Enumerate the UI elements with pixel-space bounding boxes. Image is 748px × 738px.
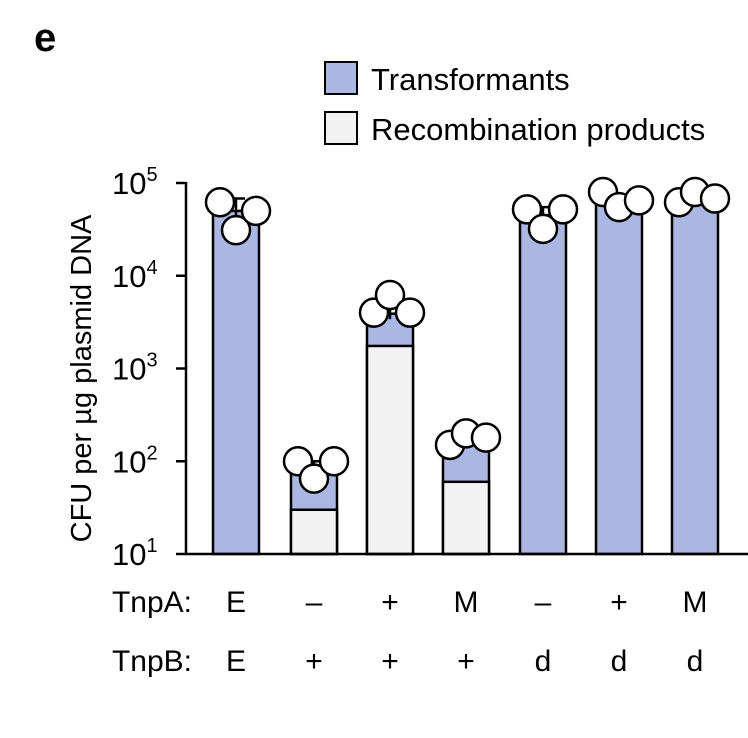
tnpb-value: d xyxy=(687,645,704,678)
data-point xyxy=(318,446,350,477)
data-point xyxy=(240,195,272,227)
y-tick-label: 101 xyxy=(112,535,158,572)
data-point xyxy=(527,213,559,245)
y-tick-label: 102 xyxy=(112,442,158,479)
legend-label: Transformants xyxy=(371,62,570,97)
bars xyxy=(211,199,720,556)
tnpa-value: M xyxy=(683,586,708,619)
panel-letter: e xyxy=(34,16,57,60)
data-point xyxy=(374,279,406,311)
row-label-tnpa: TnpA: xyxy=(112,586,192,619)
tnpa-value: E xyxy=(226,586,246,619)
tnpa-value: – xyxy=(306,586,323,619)
data-point xyxy=(394,297,426,328)
bar-recombination-products xyxy=(365,344,415,556)
bar-transformants xyxy=(211,209,261,556)
data-point xyxy=(623,185,655,216)
tnpb-value: E xyxy=(226,645,246,678)
legend-swatch xyxy=(324,61,358,95)
data-point xyxy=(220,214,252,246)
bar-transformants xyxy=(670,199,720,556)
data-point xyxy=(204,187,236,218)
y-tick-label: 104 xyxy=(112,257,158,294)
data-point xyxy=(470,422,502,453)
data-point xyxy=(699,183,731,214)
bar-transformants xyxy=(518,213,568,556)
tnpa-value: + xyxy=(610,586,628,619)
y-tick-label: 105 xyxy=(112,164,158,201)
y-tick-label: 103 xyxy=(112,350,158,387)
data-points xyxy=(204,176,731,494)
y-axis-label: CFU per µg plasmid DNA xyxy=(66,214,98,542)
bar-recombination-products xyxy=(441,480,491,556)
legend-label: Recombination products xyxy=(371,112,705,147)
data-point xyxy=(298,463,330,494)
data-point xyxy=(511,194,543,225)
tnpb-value: + xyxy=(381,645,399,678)
axes: 101 102 103 104 105 CFU per µg plasmid DNA xyxy=(66,164,748,572)
tnpb-value: d xyxy=(611,645,628,678)
tnpb-value: + xyxy=(457,645,475,678)
tnpa-value: M xyxy=(454,586,479,619)
bar-recombination-products xyxy=(289,508,339,556)
data-point xyxy=(547,194,579,225)
tnpa-value: – xyxy=(535,586,552,619)
bar-transformants xyxy=(594,202,644,556)
legend: Transformants Recombination products xyxy=(324,61,705,147)
legend-swatch xyxy=(324,111,358,145)
row-label-tnpb: TnpB: xyxy=(112,645,192,678)
tnpb-value: d xyxy=(535,645,552,678)
tnpa-value: + xyxy=(381,586,399,619)
tnpb-value: + xyxy=(305,645,323,678)
category-labels: TnpA:TnpB:EE–+++M+–d+dMd xyxy=(112,586,708,678)
